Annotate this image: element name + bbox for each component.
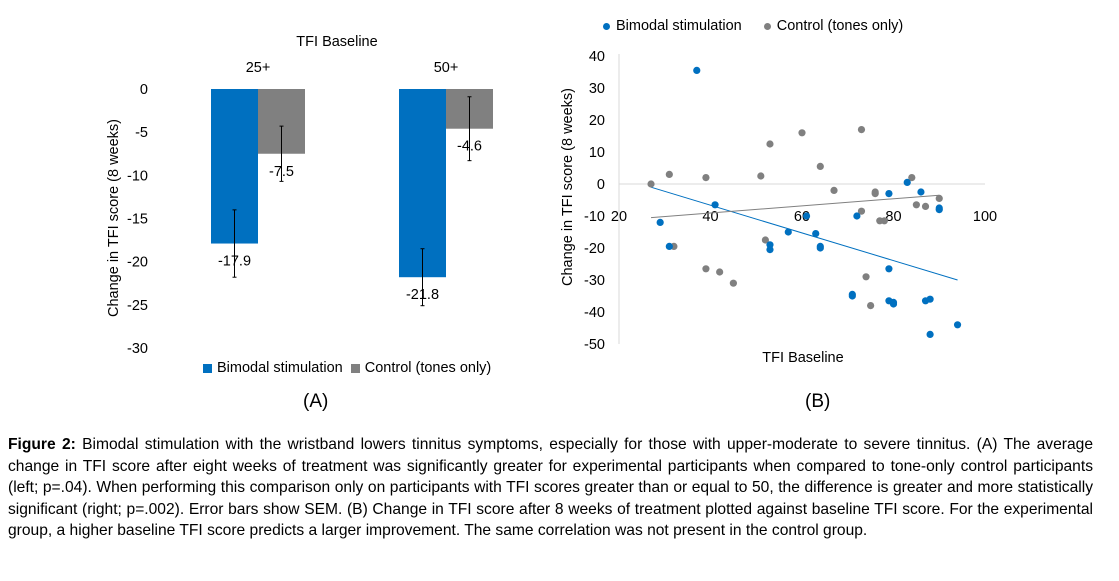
scatter-y-tick-label: -30	[584, 273, 605, 289]
scatter-y-tick-label: -10	[584, 209, 605, 225]
scatter-point-control	[867, 302, 875, 310]
bar-y-tick-label: 0	[140, 82, 148, 98]
bar-category-label: 50+	[434, 60, 459, 76]
scatter-point-bimodal	[812, 230, 820, 238]
scatter-point-control	[757, 172, 765, 180]
bar-data-label: -7.5	[269, 164, 294, 180]
bar-y-tick-label: -30	[127, 341, 148, 357]
bar-y-axis-label: Change in TFI score (8 weeks)	[106, 119, 122, 317]
figure-canvas: TFI Baseline Change in TFI score (8 weeks…	[106, 34, 997, 366]
bar-y-tick-label: -5	[135, 125, 148, 141]
panel-label-a: (A)	[303, 391, 329, 412]
bar-y-tick-label: -20	[127, 255, 148, 271]
scatter-point-bimodal	[935, 206, 943, 214]
scatter-point-control	[935, 194, 943, 202]
bar-category-label: 25+	[246, 60, 271, 76]
scatter-point-bimodal	[848, 290, 856, 298]
bar-y-tick-label: -15	[127, 212, 148, 228]
scatter-point-control	[716, 268, 724, 276]
scatter-point-control	[702, 174, 710, 182]
legend-dot-bimodal	[603, 22, 610, 30]
scatter-point-bimodal	[784, 228, 792, 236]
scatter-point-control	[798, 129, 806, 137]
scatter-point-control	[702, 265, 710, 273]
scatter-point-bimodal	[889, 298, 898, 306]
bar-bimodal-1	[399, 89, 446, 278]
scatter-point-control	[816, 162, 824, 170]
scatter-y-tick-label: 10	[589, 145, 605, 161]
caption-text: Bimodal stimulation with the wristband l…	[8, 436, 1093, 539]
scatter-y-tick-label: 30	[589, 81, 605, 97]
scatter-point-bimodal	[953, 321, 962, 329]
scatter-y-tick-label: 40	[589, 49, 605, 65]
bar-chart-a: TFI Baseline Change in TFI score (8 weeks…	[106, 34, 493, 357]
scatter-point-bimodal	[766, 241, 774, 249]
trendline-control	[650, 194, 940, 219]
scatter-point-control	[908, 174, 916, 182]
scatter-y-tick-label: -50	[584, 337, 605, 353]
scatter-y-tick-label: -40	[584, 305, 605, 321]
scatter-point-bimodal	[656, 218, 664, 226]
scatter-point-control	[921, 202, 930, 210]
bar-data-label: -17.9	[218, 254, 251, 270]
scatter-point-control	[857, 126, 866, 134]
scatter-y-tick-label: 20	[589, 113, 605, 129]
scatter-point-bimodal	[926, 295, 934, 303]
scatter-x-tick-label: 40	[702, 209, 718, 225]
scatter-point-control	[766, 140, 774, 148]
bar-data-label: -21.8	[406, 287, 439, 303]
bar-chart-title: TFI Baseline	[296, 34, 377, 50]
scatter-point-bimodal	[885, 190, 893, 198]
scatter-legend: Bimodal stimulation Control (tones only)	[603, 18, 903, 34]
scatter-legend-label-bimodal: Bimodal stimulation	[616, 18, 742, 34]
scatter-y-tick-label: -20	[584, 241, 605, 257]
scatter-y-axis-label: Change in TFI score (8 weeks)	[560, 88, 576, 286]
scatter-x-tick-label: 80	[885, 209, 901, 225]
scatter-point-bimodal	[665, 242, 673, 250]
scatter-point-bimodal	[885, 265, 893, 273]
scatter-point-bimodal	[917, 188, 925, 196]
scatter-point-control	[912, 201, 920, 209]
legend-swatch-bimodal	[203, 363, 212, 373]
bar-y-tick-label: -25	[127, 298, 148, 314]
scatter-x-tick-label: 100	[973, 209, 997, 225]
scatter-x-axis-label: TFI Baseline	[762, 350, 843, 366]
scatter-point-bimodal	[693, 66, 701, 74]
scatter-point-bimodal	[853, 212, 861, 220]
scatter-point-bimodal	[802, 212, 811, 220]
figure-caption: Figure 2: Bimodal stimulation with the w…	[8, 434, 1093, 542]
legend-dot-control	[763, 22, 771, 30]
bar-data-label: -4.6	[457, 139, 482, 155]
scatter-point-bimodal	[926, 330, 934, 338]
scatter-point-control	[862, 273, 870, 281]
scatter-point-control	[830, 186, 838, 194]
scatter-point-control	[857, 207, 866, 215]
scatter-point-control	[761, 236, 770, 244]
trendline-bimodal	[650, 186, 958, 281]
scatter-point-control	[647, 180, 655, 188]
bar-y-tick-label: -10	[127, 168, 148, 184]
scatter-point-control	[665, 170, 673, 178]
bar-legend: Bimodal stimulation Control (tones only)	[203, 360, 491, 376]
scatter-legend-label-control: Control (tones only)	[776, 18, 904, 34]
legend-swatch-control	[350, 363, 360, 373]
scatter-point-control	[729, 279, 737, 287]
scatter-point-control	[880, 217, 888, 225]
scatter-y-tick-label: 0	[597, 177, 605, 193]
caption-prefix: Figure 2:	[8, 436, 76, 453]
scatter-point-bimodal	[903, 178, 911, 186]
scatter-point-control	[871, 190, 879, 198]
scatter-x-tick-label: 20	[611, 209, 627, 225]
legend-label-control: Control (tones only)	[364, 360, 492, 376]
panel-label-b: (B)	[805, 391, 831, 412]
scatter-point-bimodal	[711, 201, 719, 209]
scatter-point-bimodal	[816, 242, 824, 250]
legend-label-bimodal: Bimodal stimulation	[217, 360, 343, 376]
